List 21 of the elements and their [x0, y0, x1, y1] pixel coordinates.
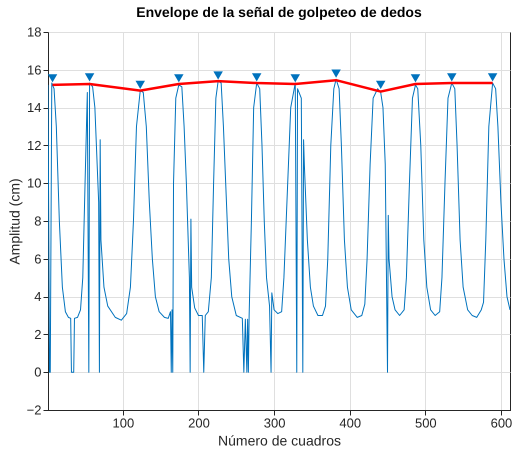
x-tick-label: 100: [112, 416, 134, 430]
y-tick-label: 4: [34, 289, 42, 304]
y-tick-label: 0: [34, 364, 42, 380]
y-axis-title: Amplitud (cm): [6, 178, 23, 265]
y-tick-label: 16: [27, 62, 42, 78]
y-tick-label: 6: [34, 251, 42, 266]
y-tick-label: 14: [27, 100, 42, 116]
y-tick-label: −2: [26, 402, 42, 418]
line-series: [51, 78, 494, 93]
x-tick-label: 600: [490, 416, 512, 430]
x-axis-title: Número de cuadros: [218, 432, 341, 448]
y-tick-label: 12: [27, 138, 42, 153]
x-tick-label: 300: [264, 416, 286, 430]
y-tick-label: 2: [34, 326, 42, 342]
x-tick-label: 500: [414, 416, 437, 430]
y-tick-label: 10: [27, 176, 42, 191]
y-tick-label: 18: [27, 24, 42, 40]
x-tick-label: 400: [339, 416, 362, 430]
chart-title: Envelope de la señal de golpeteo de dedos: [136, 4, 422, 20]
y-tick-label: 8: [34, 214, 42, 228]
x-tick-label: 200: [188, 416, 210, 430]
